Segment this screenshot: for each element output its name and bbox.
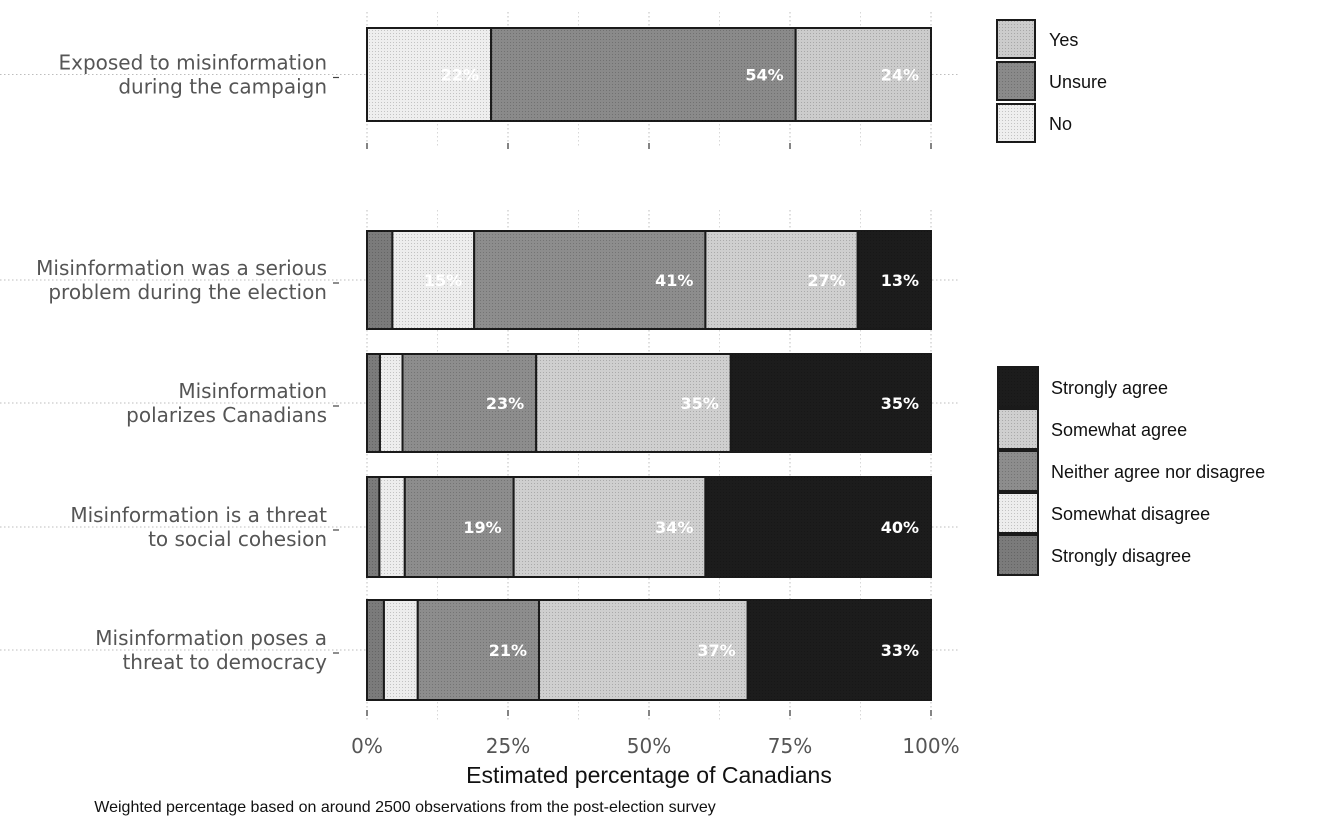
legend-2: Strongly agree Somewhat agree Neither agre… [997,366,1265,576]
data-label: 19% [463,518,501,537]
x-tick-label: 0% [351,734,383,758]
legend-label-neither-agree-nor-disagree: Neither agree nor disagree [1051,462,1265,482]
panel-1: Exposed to misinformation during the camp… [0,12,1107,149]
x-axis-title: Estimated percentage of Canadians [466,762,832,788]
bar-segment-strongly-disagree-texture [367,231,393,329]
data-label: 15% [424,271,462,290]
bar-segment-somewhat-disagree-texture [379,477,405,577]
x-tick-label: 50% [627,734,671,758]
bar-segment-strongly-agree-texture [730,354,931,452]
bar-segment-somewhat-agree-texture [536,354,731,452]
legend-swatch-texture [998,535,1038,575]
legend-label-strongly-disagree: Strongly disagree [1051,546,1191,566]
legend-label-somewhat-disagree: Somewhat disagree [1051,504,1210,524]
data-label: 27% [807,271,845,290]
x-tick-label: 25% [486,734,530,758]
panel-2: Misinformation was a serious problem duri… [0,210,1265,720]
category-label: Misinformation was a serious problem duri… [36,256,327,304]
legend-swatch-texture [998,367,1038,407]
category-label: Exposed to misinformation during the camp… [58,51,327,99]
data-label: 24% [881,66,919,85]
legend-swatch-texture [997,20,1035,58]
bar-segment-strongly-disagree-texture [367,354,380,452]
data-label: 41% [655,271,693,290]
legend-1: Yes Unsure No [996,19,1107,143]
legend-swatch-texture [997,104,1035,142]
legend-label-unsure: Unsure [1049,72,1107,92]
legend-label-yes: Yes [1049,30,1078,50]
data-label: 40% [881,518,919,537]
bar-segment-neither-agree-nor-disagree-texture [402,354,537,452]
bar-segment-somewhat-agree-texture [539,600,748,700]
bar-segment-somewhat-agree-texture [513,477,706,577]
bar-segment-strongly-disagree-texture [367,477,380,577]
data-label: 54% [745,66,783,85]
data-label: 35% [881,394,919,413]
bar-segment-neither-agree-nor-disagree-texture [474,231,706,329]
bar-segment-somewhat-disagree-texture [383,600,418,700]
chart-caption: Weighted percentage based on around 2500… [94,799,715,816]
bar-segment-neither-agree-nor-disagree-texture [417,600,540,700]
category-label: Misinformation polarizes Canadians [126,379,327,427]
data-label: 13% [881,271,919,290]
bar-segment-strongly-disagree-texture [367,600,384,700]
bar-segment-yes-texture [795,28,931,121]
legend-swatch-texture [998,493,1038,533]
legend-label-somewhat-agree: Somewhat agree [1051,420,1187,440]
bar-segment-somewhat-agree-texture [705,231,858,329]
bar-segment-unsure-texture [491,28,796,121]
legend-label-strongly-agree: Strongly agree [1051,378,1168,398]
data-label: 37% [697,641,735,660]
bar-segment-strongly-agree-texture [747,600,931,700]
data-label: 22% [441,66,479,85]
legend-swatch-texture [998,451,1038,491]
bar-segment-strongly-agree-texture [857,231,931,329]
data-label: 35% [680,394,718,413]
legend-swatch-texture [998,409,1038,449]
bar-segment-somewhat-disagree-texture [392,231,475,329]
data-label: 34% [655,518,693,537]
data-label: 33% [881,641,919,660]
category-label: Misinformation poses a threat to democrac… [95,626,327,674]
bar-segment-neither-agree-nor-disagree-texture [404,477,514,577]
data-label: 23% [486,394,524,413]
x-tick-label: 100% [902,734,959,758]
bar-segment-strongly-agree-texture [705,477,931,577]
x-tick-label: 75% [768,734,812,758]
data-label: 21% [489,641,527,660]
bar-segment-no-texture [367,28,492,121]
category-label: Misinformation is a threat to social cohe… [70,503,327,551]
bar-segment-somewhat-disagree-texture [379,354,403,452]
legend-label-no: No [1049,114,1072,134]
legend-swatch-texture [997,62,1035,100]
